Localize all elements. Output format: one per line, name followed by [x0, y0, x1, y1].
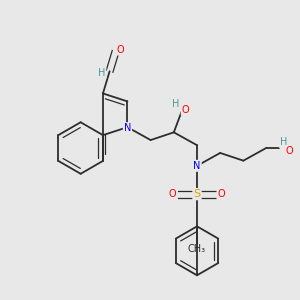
Text: H: H [98, 68, 105, 78]
Text: O: O [218, 189, 225, 199]
Text: O: O [182, 105, 189, 115]
Text: O: O [286, 146, 293, 156]
Text: S: S [194, 189, 201, 199]
Text: N: N [124, 123, 131, 133]
Text: H: H [280, 137, 287, 147]
Text: H: H [172, 99, 179, 109]
Text: O: O [117, 44, 124, 55]
Text: N: N [193, 161, 201, 171]
Text: CH₃: CH₃ [188, 244, 206, 254]
Text: O: O [169, 189, 176, 199]
